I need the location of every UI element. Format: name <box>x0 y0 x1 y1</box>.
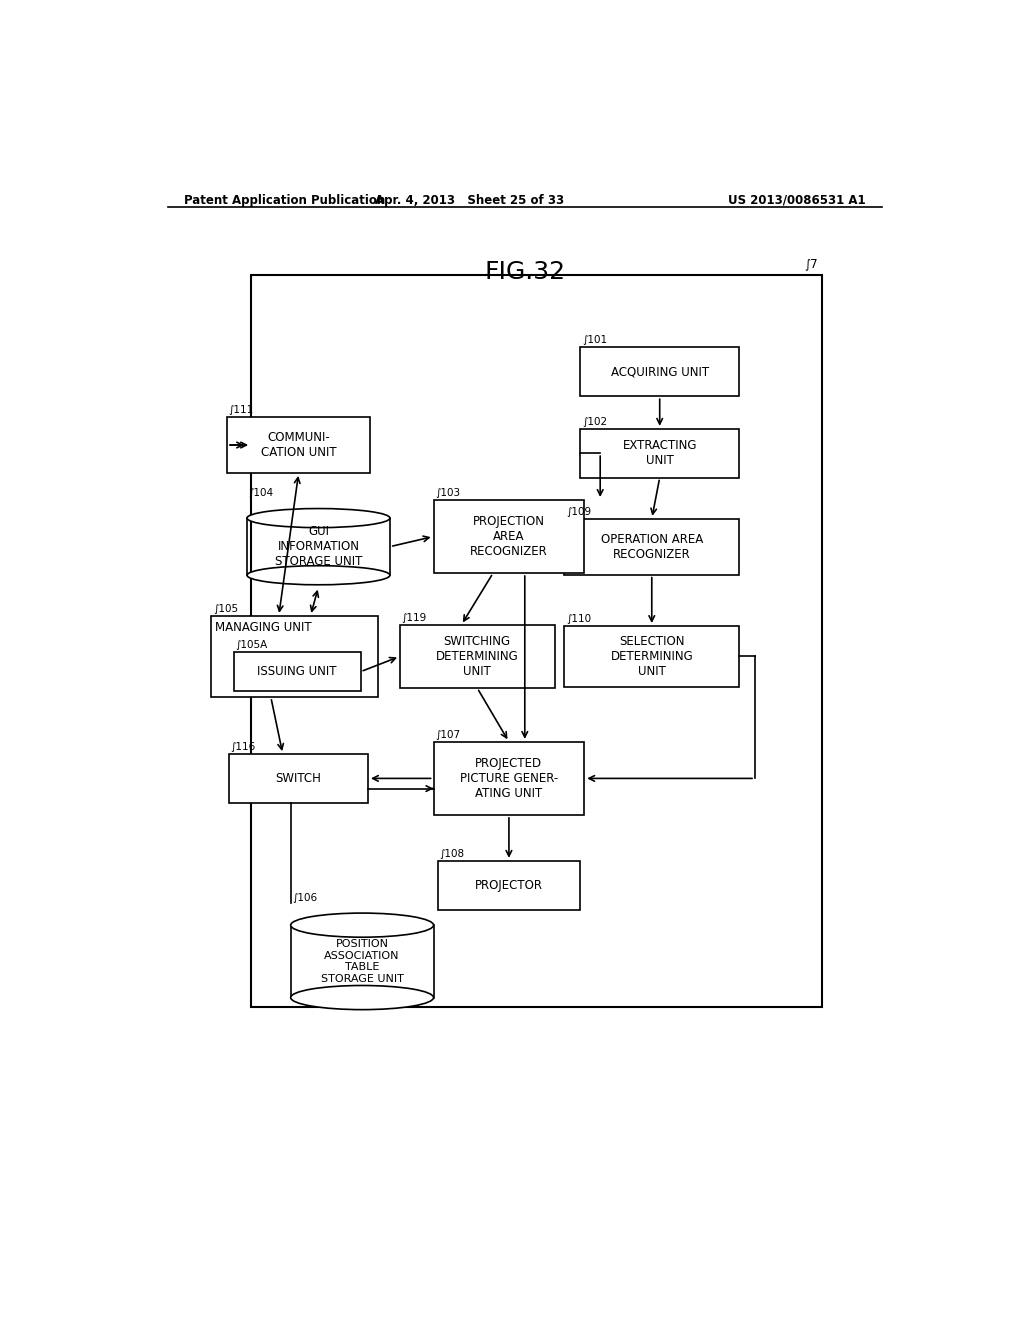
Text: ∫101: ∫101 <box>582 335 607 346</box>
Ellipse shape <box>247 508 390 528</box>
Text: ISSUING UNIT: ISSUING UNIT <box>257 665 337 678</box>
Bar <box>437 861 581 909</box>
Text: ∫111: ∫111 <box>228 405 254 414</box>
Text: ∫119: ∫119 <box>401 612 427 623</box>
Bar <box>399 624 555 688</box>
Bar <box>581 347 739 396</box>
Text: ∫104: ∫104 <box>249 488 273 499</box>
Bar <box>211 615 378 697</box>
Text: ACQUIRING UNIT: ACQUIRING UNIT <box>610 366 709 379</box>
Text: Apr. 4, 2013   Sheet 25 of 33: Apr. 4, 2013 Sheet 25 of 33 <box>375 194 564 207</box>
Ellipse shape <box>291 913 433 937</box>
Text: ∫108: ∫108 <box>439 849 464 859</box>
Text: SELECTION
DETERMINING
UNIT: SELECTION DETERMINING UNIT <box>610 635 693 678</box>
Bar <box>229 754 368 803</box>
Text: ∫7: ∫7 <box>805 257 818 271</box>
Ellipse shape <box>247 566 390 585</box>
Text: ∫106: ∫106 <box>292 892 317 903</box>
Bar <box>433 500 585 573</box>
Bar <box>233 652 360 690</box>
Text: US 2013/0086531 A1: US 2013/0086531 A1 <box>728 194 866 207</box>
Bar <box>564 519 739 574</box>
Text: ∫116: ∫116 <box>230 742 256 752</box>
Text: ∫109: ∫109 <box>566 507 591 516</box>
Text: OPERATION AREA
RECOGNIZER: OPERATION AREA RECOGNIZER <box>601 533 702 561</box>
Bar <box>251 276 822 1007</box>
Text: GUI
INFORMATION
STORAGE UNIT: GUI INFORMATION STORAGE UNIT <box>274 525 362 568</box>
Bar <box>433 742 585 814</box>
Text: ∫105: ∫105 <box>213 603 238 614</box>
Text: ∫105A: ∫105A <box>236 640 267 651</box>
Text: PROJECTED
PICTURE GENER-
ATING UNIT: PROJECTED PICTURE GENER- ATING UNIT <box>460 756 558 800</box>
Text: PROJECTION
AREA
RECOGNIZER: PROJECTION AREA RECOGNIZER <box>470 515 548 558</box>
Bar <box>227 417 370 473</box>
Text: PROJECTOR: PROJECTOR <box>475 879 543 891</box>
Text: COMMUNI-
CATION UNIT: COMMUNI- CATION UNIT <box>261 432 337 459</box>
Text: ∫103: ∫103 <box>435 488 460 498</box>
Text: Patent Application Publication: Patent Application Publication <box>183 194 385 207</box>
Text: ∫107: ∫107 <box>435 730 460 739</box>
Text: FIG.32: FIG.32 <box>484 260 565 284</box>
Text: EXTRACTING
UNIT: EXTRACTING UNIT <box>623 440 697 467</box>
Text: ∫102: ∫102 <box>582 417 607 426</box>
Text: SWITCHING
DETERMINING
UNIT: SWITCHING DETERMINING UNIT <box>436 635 518 678</box>
Bar <box>564 626 739 686</box>
Bar <box>581 429 739 478</box>
Text: ∫110: ∫110 <box>566 614 591 624</box>
Text: MANAGING UNIT: MANAGING UNIT <box>215 620 312 634</box>
Text: POSITION
ASSOCIATION
TABLE
STORAGE UNIT: POSITION ASSOCIATION TABLE STORAGE UNIT <box>321 939 403 983</box>
Text: SWITCH: SWITCH <box>275 772 322 785</box>
Ellipse shape <box>291 986 433 1010</box>
